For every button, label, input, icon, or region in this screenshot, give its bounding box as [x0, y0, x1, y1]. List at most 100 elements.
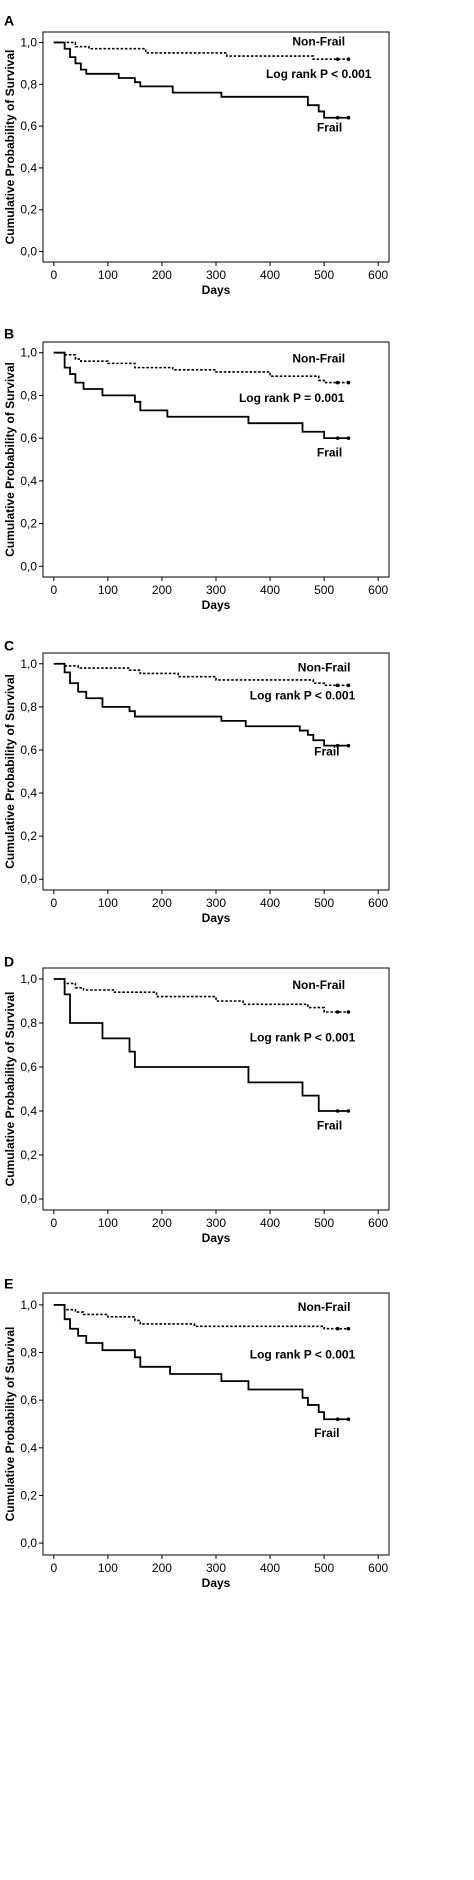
- x-tick-label: 100: [98, 896, 118, 910]
- x-tick-label: 500: [314, 896, 334, 910]
- y-tick-label: 1,0: [20, 346, 37, 360]
- x-tick-label: 100: [98, 1216, 118, 1230]
- x-axis-title: Days: [202, 1576, 231, 1590]
- y-tick-label: 0,8: [20, 388, 37, 402]
- y-tick-label: 1,0: [20, 657, 37, 671]
- censor-mark: [346, 1109, 351, 1113]
- censor-mark: [335, 683, 340, 688]
- censor-mark: [346, 380, 351, 385]
- censor-mark: [346, 436, 351, 440]
- plot-frame: [42, 967, 390, 1211]
- y-tick-label: 0,2: [20, 1148, 37, 1162]
- x-tick-label: 300: [206, 1216, 226, 1230]
- curve-annotation: Frail: [317, 1119, 342, 1133]
- y-tick-label: 0,8: [20, 1346, 37, 1360]
- y-axis-title: Cumulative Probability of Survival: [3, 362, 17, 557]
- x-tick-label: 300: [206, 268, 226, 282]
- x-axis-title: Days: [202, 283, 231, 297]
- censor-mark: [335, 1010, 340, 1014]
- x-axis-title: Days: [202, 1231, 231, 1245]
- survival-curve-non-frail: [53, 351, 349, 384]
- y-tick-label: 0,2: [20, 203, 37, 217]
- censor-mark: [335, 1326, 340, 1331]
- censor-mark: [335, 380, 340, 385]
- y-tick-label: 0,4: [20, 161, 37, 175]
- censor-mark: [335, 1109, 340, 1113]
- curve-annotation: Frail: [314, 744, 339, 758]
- y-tick-label: 0,0: [20, 1536, 37, 1550]
- curve-annotation: Non-Frail: [292, 35, 345, 49]
- x-tick-label: 400: [260, 896, 280, 910]
- x-tick-label: 500: [314, 1561, 334, 1575]
- y-tick-label: 0,4: [20, 1441, 37, 1455]
- survival-curve-frail: [53, 978, 349, 1112]
- panel-letter: C: [4, 638, 14, 654]
- curve-annotation: Non-Frail: [298, 1300, 351, 1314]
- x-axis-title: Days: [202, 911, 231, 925]
- y-tick-label: 0,0: [20, 559, 37, 573]
- censor-mark: [346, 115, 351, 120]
- x-tick-label: 600: [368, 1216, 388, 1230]
- censor-mark: [346, 1326, 351, 1331]
- curve-annotation: Non-Frail: [298, 660, 351, 674]
- x-tick-label: 100: [98, 268, 118, 282]
- censor-mark: [346, 1010, 351, 1014]
- x-tick-label: 0: [50, 896, 57, 910]
- x-tick-label: 200: [152, 1561, 172, 1575]
- plot-frame: [42, 1292, 390, 1556]
- y-tick-label: 0,6: [20, 1060, 37, 1074]
- x-tick-label: 400: [260, 1216, 280, 1230]
- plot-frame: [42, 341, 390, 578]
- survival-curve-frail: [53, 662, 349, 747]
- y-tick-label: 0,2: [20, 829, 37, 843]
- survival-curve-non-frail: [53, 978, 349, 1013]
- censor-mark: [346, 57, 351, 61]
- y-tick-label: 0,0: [20, 872, 37, 886]
- curve-annotation: Non-Frail: [292, 978, 345, 992]
- curve-annotation: Log rank P < 0.001: [250, 1348, 356, 1362]
- x-tick-label: 600: [368, 583, 388, 597]
- y-tick-label: 0,6: [20, 1393, 37, 1407]
- curve-annotation: Frail: [314, 1426, 339, 1440]
- y-tick-label: 0,4: [20, 1104, 37, 1118]
- y-tick-label: 0,0: [20, 245, 37, 259]
- y-axis-title: Cumulative Probability of Survival: [3, 1327, 17, 1522]
- censor-mark: [335, 57, 340, 61]
- x-tick-label: 600: [368, 1561, 388, 1575]
- x-tick-label: 200: [152, 896, 172, 910]
- y-tick-label: 0,2: [20, 1488, 37, 1502]
- x-tick-label: 200: [152, 1216, 172, 1230]
- y-tick-label: 1,0: [20, 972, 37, 986]
- panel-letter: E: [4, 1276, 13, 1292]
- survival-curve-non-frail: [53, 1304, 349, 1330]
- x-tick-label: 300: [206, 1561, 226, 1575]
- x-tick-label: 500: [314, 268, 334, 282]
- x-tick-label: 400: [260, 268, 280, 282]
- x-tick-label: 0: [50, 583, 57, 597]
- y-tick-label: 0,0: [20, 1192, 37, 1206]
- x-tick-label: 600: [368, 896, 388, 910]
- survival-curve-frail: [53, 1304, 349, 1421]
- x-tick-label: 0: [50, 1561, 57, 1575]
- y-axis-title: Cumulative Probability of Survival: [3, 50, 17, 245]
- y-tick-label: 0,4: [20, 474, 37, 488]
- x-tick-label: 400: [260, 583, 280, 597]
- x-tick-label: 400: [260, 1561, 280, 1575]
- y-tick-label: 0,8: [20, 1016, 37, 1030]
- x-tick-label: 500: [314, 583, 334, 597]
- y-tick-label: 1,0: [20, 35, 37, 49]
- x-tick-label: 500: [314, 1216, 334, 1230]
- y-tick-label: 1,0: [20, 1298, 37, 1312]
- censor-mark: [335, 436, 340, 440]
- x-tick-label: 300: [206, 896, 226, 910]
- x-tick-label: 200: [152, 268, 172, 282]
- y-axis-title: Cumulative Probability of Survival: [3, 992, 17, 1187]
- curve-annotation: Log rank P < 0.001: [250, 1031, 356, 1045]
- curve-annotation: Log rank P < 0.001: [266, 67, 372, 81]
- censor-mark: [335, 743, 340, 748]
- x-tick-label: 200: [152, 583, 172, 597]
- curve-annotation: Frail: [317, 120, 342, 134]
- censor-mark: [335, 115, 340, 120]
- x-tick-label: 0: [50, 1216, 57, 1230]
